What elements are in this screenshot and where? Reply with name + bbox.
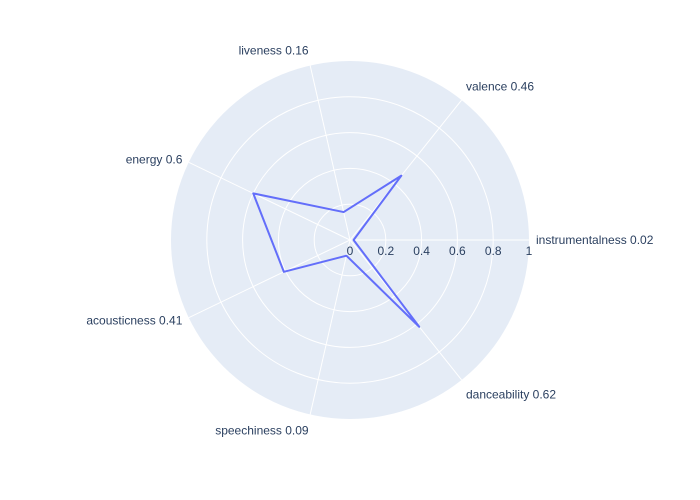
category-label: liveness 0.16 [239, 44, 309, 58]
series-group [252, 174, 421, 328]
category-label: energy 0.6 [126, 152, 183, 166]
angular-gridline [188, 239, 351, 319]
angular-gridline [188, 161, 351, 241]
category-label: acousticness 0.41 [86, 314, 182, 328]
category-label: speechiness 0.09 [215, 423, 309, 437]
radial-tick-label: 0.8 [485, 244, 502, 258]
angular-gridline [349, 99, 462, 241]
radial-tick-label: 0.4 [413, 244, 430, 258]
radial-tick-label: 0.6 [449, 244, 466, 258]
category-label: valence 0.46 [466, 80, 534, 94]
radial-tick-labels: 0 0.2 0.4 0.6 0.8 1 [347, 244, 533, 258]
angular-gridline [309, 239, 351, 415]
category-label: danceability 0.62 [466, 387, 556, 401]
category-labels: instrumentalness 0.02 valence 0.46 livenes… [86, 44, 653, 438]
radial-tick-label: 0 [347, 244, 354, 258]
category-label: instrumentalness 0.02 [536, 233, 654, 247]
angular-gridline [309, 65, 351, 241]
radial-tick-label: 0.2 [377, 244, 394, 258]
series-line [252, 174, 421, 328]
radial-tick-label: 1 [526, 244, 533, 258]
